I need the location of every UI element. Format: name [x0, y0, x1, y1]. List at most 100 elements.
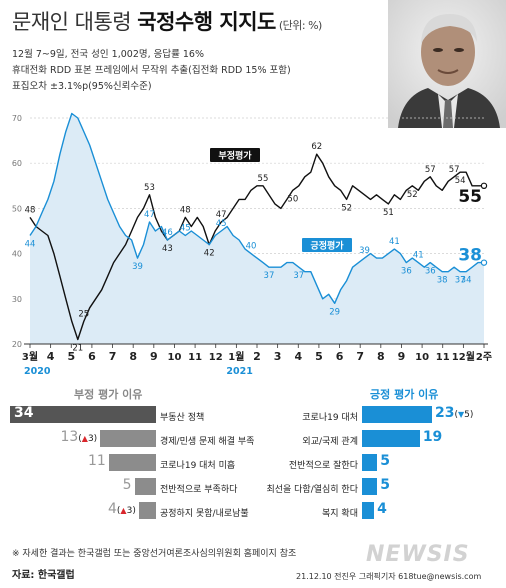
negative-series-line — [29, 153, 484, 341]
change-value: 5 — [464, 410, 470, 420]
positive-series-line — [29, 112, 484, 304]
negative-reasons-title: 부정 평가 이유 — [74, 388, 143, 401]
negative-reason-bar — [10, 406, 156, 423]
x-tick-label: 12 — [209, 352, 223, 363]
positive-reason-label: 복지 확대 — [322, 509, 358, 519]
x-tick-label: 10 — [167, 352, 181, 363]
data-label: 42 — [204, 249, 215, 259]
x-tick-label: 12월 — [452, 351, 475, 363]
x-tick-label: 5 — [67, 350, 75, 363]
y-tick-label: 50 — [12, 204, 22, 213]
data-label: 47 — [144, 210, 155, 220]
data-label: 29 — [329, 307, 340, 317]
survey-info-2: 휴대전화 RDD 표본 프레임에서 무작위 추출(집전화 RDD 15% 포함) — [12, 65, 291, 76]
y-tick-label: 70 — [12, 114, 22, 123]
data-label: 41 — [389, 237, 400, 247]
footnote: ※ 자세한 결과는 한국갤럽 또는 중앙선거여론조사심의위원회 홈페이지 참조 — [12, 549, 297, 559]
positive-series-tag: 긍정평가 — [310, 240, 344, 252]
series-end-value: 55 — [458, 187, 482, 207]
series-end-marker — [480, 259, 488, 266]
x-tick-label: 2 — [253, 350, 261, 363]
negative-reason-bar — [138, 502, 156, 519]
positive-reason-label: 최선을 다함/열심히 한다 — [266, 485, 358, 495]
x-tick-label: 11 — [188, 352, 202, 363]
data-label: 53 — [144, 183, 155, 193]
positive-reason-value: 5 — [380, 477, 390, 493]
series-end-value: 38 — [458, 246, 482, 266]
survey-info-1: 12월 7~9일, 전국 성인 1,002명, 응답률 16% — [12, 49, 205, 60]
title-unit: (단위: %) — [275, 19, 322, 32]
x-tick-label: 9 — [398, 350, 406, 363]
y-tick-label: 40 — [12, 250, 22, 259]
positive-reason-value: 23(▼5) — [435, 405, 474, 421]
data-label: 34 — [461, 276, 472, 286]
negative-reason-value: 5 — [122, 477, 132, 493]
x-tick-label: 6 — [336, 350, 344, 363]
source-label: 자료: 한국갤럽 — [12, 570, 75, 581]
x-tick-label: 2주 — [476, 351, 492, 363]
change-indicator: (▲3) — [116, 506, 136, 516]
x-tick-label: 7 — [109, 350, 117, 363]
down-arrow-icon: ▼ — [458, 410, 465, 419]
data-label: 25 — [78, 309, 89, 319]
page-title: 문재인 대통령 국정수행 지지도 (단위: %) — [12, 6, 322, 36]
data-label: 62 — [311, 142, 322, 152]
data-label: 39 — [132, 262, 143, 272]
x-tick-label: 9 — [150, 350, 158, 363]
portrait-photo — [388, 0, 506, 128]
negative-series-tag: 부정평가 — [218, 150, 252, 162]
x-tick-label: 3 — [274, 350, 282, 363]
positive-reason-label: 코로나19 대처 — [302, 413, 358, 423]
series-end-marker — [480, 182, 488, 190]
negative-reason-value: 34 — [14, 405, 34, 421]
negative-reason-label: 경제/민생 문제 해결 부족 — [160, 437, 255, 447]
title-main: 국정수행 지지도 — [137, 10, 276, 34]
negative-reason-label: 부동산 정책 — [160, 413, 205, 423]
data-label: 43 — [162, 244, 173, 254]
data-label: 57 — [449, 165, 460, 175]
data-label: 40 — [246, 242, 257, 252]
change-value: 3 — [126, 506, 133, 516]
up-arrow-icon: ▲ — [120, 506, 127, 515]
data-label: 44 — [25, 240, 36, 250]
negative-reason-value: 4(▲3) — [107, 501, 136, 517]
year-label: 2020 — [24, 366, 51, 377]
data-label: 41 — [413, 251, 424, 261]
positive-reason-bar — [362, 502, 375, 519]
x-tick-label: 10 — [415, 352, 429, 363]
data-label: 51 — [383, 208, 394, 218]
data-label: 57 — [425, 165, 436, 175]
change-indicator: (▼5) — [454, 410, 474, 420]
data-label: 52 — [341, 203, 352, 213]
positive-area — [30, 113, 484, 344]
positive-reason-bar — [362, 478, 378, 495]
negative-reason-value: 11 — [87, 453, 106, 469]
x-tick-label: 7 — [356, 350, 364, 363]
year-label: 2021 — [226, 366, 252, 377]
change-value: 3 — [87, 434, 94, 444]
survey-info-3: 표집오차 ±3.1%p(95%신뢰수준) — [12, 81, 152, 92]
negative-reason-value: 13(▲3) — [60, 429, 98, 445]
up-arrow-icon: ▲ — [81, 434, 88, 443]
x-tick-label: 3월 — [22, 351, 38, 363]
data-label: 47 — [216, 210, 227, 220]
data-label: 55 — [258, 174, 269, 184]
positive-reason-value: 19 — [422, 429, 443, 445]
x-tick-label: 6 — [88, 350, 96, 363]
positive-reason-value: 5 — [380, 453, 390, 469]
x-tick-label: 8 — [377, 350, 385, 363]
positive-reason-label: 외교/국제 관계 — [302, 437, 358, 447]
data-label: 45 — [180, 224, 191, 234]
data-label: 38 — [437, 276, 448, 286]
data-label: 52 — [407, 190, 418, 200]
x-tick-label: 1월 — [228, 351, 244, 363]
data-label: 48 — [25, 205, 36, 215]
negative-reason-bar — [108, 454, 156, 471]
y-tick-label: 60 — [12, 159, 22, 168]
y-tick-label: 30 — [12, 295, 22, 304]
data-label: 21 — [72, 343, 83, 353]
x-tick-label: 4 — [294, 350, 302, 363]
positive-reason-bar — [362, 406, 432, 423]
change-indicator: (▲3) — [78, 434, 98, 444]
x-tick-label: 5 — [315, 350, 323, 363]
